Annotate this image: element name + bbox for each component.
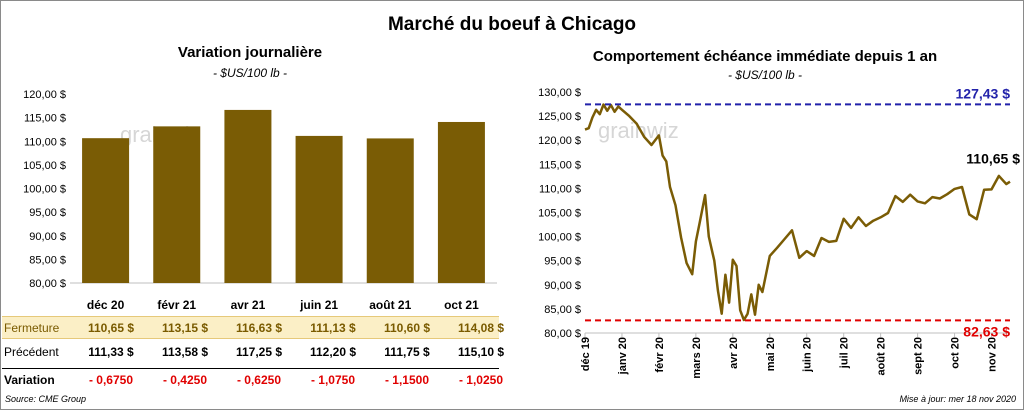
variation-value: - 0,6750	[88, 373, 134, 387]
y-tick-label: 120,00 $	[23, 89, 66, 101]
main-title: Marché du boeuf à Chicago	[387, 14, 637, 35]
x-tick-label: avr 21	[231, 298, 266, 312]
y-tick-label: 110,00 $	[539, 183, 581, 195]
previous-value: 113,58 $	[161, 345, 209, 359]
table-row-variation: Variation - 0,6750 - 0,4250 - 0,6250 - 1…	[2, 368, 503, 390]
x-tick-label: juin 20	[802, 337, 814, 373]
x-tick-label: févr 21	[157, 298, 196, 312]
y-tick-label: 100,00 $	[538, 232, 581, 244]
x-tick-label: juil 20	[839, 337, 851, 369]
variation-value: - 0,4250	[162, 373, 208, 387]
y-tick-label: 130,00 $	[538, 87, 581, 99]
x-tick-label: déc 19	[580, 337, 592, 371]
y-tick-label: 90,00 $	[29, 231, 66, 243]
x-tick-label: févr 20	[654, 337, 666, 372]
watermark: grainwiz	[598, 118, 679, 143]
last-value-label: 110,65 $	[966, 151, 1020, 167]
variation-value: - 0,6250	[236, 373, 282, 387]
y-tick-label: 85,00 $	[29, 254, 66, 266]
x-tick-label: mars 20	[691, 337, 703, 379]
variation-value: - 1,1500	[384, 373, 430, 387]
x-tick-label: oct 21	[444, 298, 479, 312]
variation-value: - 1,0250	[458, 373, 504, 387]
y-tick-label: 115,00 $	[539, 159, 581, 171]
x-tick-label: déc 20	[87, 298, 125, 312]
left-chart-title: Variation journalière	[177, 44, 323, 61]
x-tick-label: août 20	[876, 337, 888, 376]
row-label-close: Fermeture	[4, 321, 60, 335]
close-value: 111,13 $	[310, 321, 356, 335]
y-tick-label: 125,00 $	[538, 111, 581, 123]
update-note: Mise à jour: mer 18 nov 2020	[899, 394, 1016, 404]
x-tick-label: nov 20	[987, 337, 999, 372]
row-label-previous: Précédent	[4, 345, 59, 359]
close-value: 116,63 $	[235, 321, 283, 335]
y-tick-label: 95,00 $	[29, 207, 66, 219]
right-chart-title: Comportement échéance immédiate depuis 1…	[592, 48, 938, 65]
x-tick-label: sept 20	[913, 337, 925, 375]
y-tick-label: 80,00 $	[29, 278, 66, 290]
close-value: 114,08 $	[457, 321, 505, 335]
x-tick-label: juin 21	[299, 298, 338, 312]
bar	[224, 109, 272, 283]
table-row-previous: Précédent 111,33 $ 113,58 $ 117,25 $ 112…	[2, 341, 504, 362]
bar	[366, 138, 414, 283]
y-tick-label: 95,00 $	[544, 256, 581, 268]
left-bar-chart: 80,00 $ 85,00 $ 90,00 $ 95,00 $ 100,00 $ 105,…	[23, 89, 497, 312]
y-tick-label: 120,00 $	[538, 135, 581, 147]
x-tick-label: mai 20	[765, 337, 777, 371]
y-tick-label: 115,00 $	[24, 113, 66, 125]
right-line-chart: 80,00 $ 85,00 $ 90,00 $ 95,00 $ 100,00 $ 105,…	[538, 85, 1020, 378]
row-label-variation: Variation	[4, 373, 55, 387]
x-tick-label: août 21	[369, 298, 411, 312]
y-tick-label: 105,00 $	[538, 208, 581, 220]
bar	[437, 121, 485, 283]
y-tick-label: 90,00 $	[544, 280, 581, 292]
previous-value: 115,10 $	[457, 345, 505, 359]
left-chart-unit: - $US/100 lb -	[212, 66, 288, 80]
close-value: 110,60 $	[383, 321, 431, 335]
close-value: 113,15 $	[161, 321, 209, 335]
bar	[82, 138, 130, 283]
y-tick-label: 105,00 $	[23, 160, 66, 172]
high-label: 127,43 $	[956, 85, 1011, 101]
variation-value: - 1,0750	[310, 373, 356, 387]
previous-value: 111,75 $	[384, 345, 430, 359]
x-tick-label: oct 20	[950, 337, 962, 369]
y-tick-label: 100,00 $	[23, 184, 66, 196]
previous-value: 112,20 $	[309, 345, 357, 359]
source-note: Source: CME Group	[5, 394, 87, 404]
bar	[295, 135, 343, 283]
previous-value: 111,33 $	[88, 345, 134, 359]
x-tick-label: janv 20	[617, 337, 629, 375]
close-value: 110,65 $	[87, 321, 135, 335]
y-tick-label: 80,00 $	[544, 328, 581, 340]
y-tick-label: 85,00 $	[544, 304, 581, 316]
x-tick-label: avr 20	[728, 337, 740, 369]
y-tick-label: 110,00 $	[24, 136, 66, 148]
table-row-close: Fermeture 110,65 $ 113,15 $ 116,63 $ 111…	[2, 316, 504, 339]
right-chart-unit: - $US/100 lb -	[727, 68, 803, 82]
low-label: 82,63 $	[963, 323, 1010, 339]
price-line	[584, 103, 1011, 322]
previous-value: 117,25 $	[235, 345, 283, 359]
bar	[153, 126, 201, 284]
